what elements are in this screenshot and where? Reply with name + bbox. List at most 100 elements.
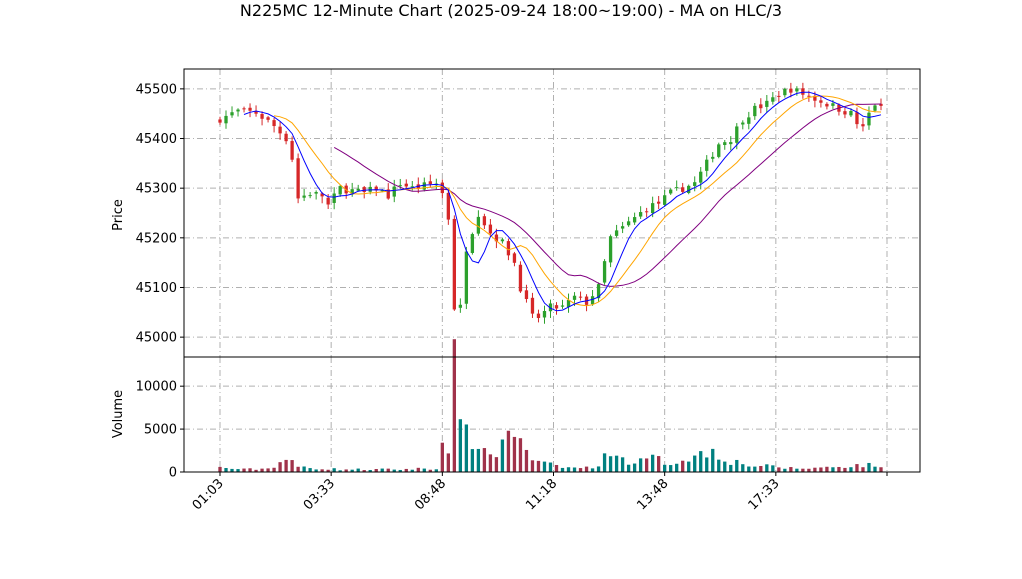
candle-body — [488, 224, 493, 234]
x-tick-label: 03:33 — [301, 476, 338, 513]
volume-bar — [218, 466, 222, 472]
candle-body — [717, 144, 721, 157]
candle-body — [879, 103, 883, 106]
volume-bar — [254, 469, 258, 472]
candle-body — [374, 186, 378, 191]
volume-bar — [789, 467, 793, 472]
candle-body — [302, 195, 306, 198]
candle-body — [711, 156, 715, 159]
volume-bar — [644, 458, 649, 472]
candle-body — [320, 193, 324, 197]
volume-bar — [663, 464, 667, 472]
candle-body — [494, 234, 499, 242]
volume-marks — [218, 339, 883, 472]
volume-bar — [392, 469, 396, 472]
volume-bar — [747, 466, 751, 472]
volume-y-tick-label: 10000 — [136, 380, 177, 395]
candle-body — [422, 182, 426, 190]
candle-body — [278, 126, 282, 134]
volume-panel-frame — [183, 356, 921, 473]
volume-bar — [711, 448, 715, 472]
volume-bar — [458, 419, 463, 472]
volume-bar — [308, 468, 312, 472]
candle-body — [650, 203, 655, 214]
candle-body — [729, 142, 733, 145]
volume-bar — [669, 465, 673, 472]
candle-body — [482, 216, 487, 226]
candle-body — [663, 195, 667, 205]
volume-bar — [470, 449, 475, 472]
volume-bar — [272, 467, 276, 472]
volume-bar — [416, 467, 420, 472]
volume-bar — [699, 451, 703, 472]
volume-bar — [807, 468, 811, 472]
volume-bar — [825, 466, 829, 472]
ma-mid-line — [274, 95, 882, 307]
candle-body — [446, 192, 450, 220]
volume-bar — [236, 469, 240, 472]
candle-body — [470, 234, 475, 253]
volume-bar — [290, 460, 294, 472]
candle-body — [699, 171, 703, 183]
volume-bar — [831, 467, 835, 472]
candle-body — [747, 117, 751, 124]
volume-bar — [320, 469, 324, 472]
volume-bar — [242, 468, 246, 472]
price-y-tick-label: 45500 — [136, 82, 177, 97]
candle-body — [500, 239, 505, 242]
volume-bar — [614, 455, 619, 472]
candle-body — [410, 186, 414, 188]
volume-bar — [741, 464, 745, 472]
candle-body — [362, 187, 366, 193]
candle-body — [813, 95, 817, 101]
candle-body — [735, 126, 739, 143]
candle-body — [843, 111, 847, 115]
volume-bar — [440, 442, 444, 472]
volume-bar — [723, 461, 727, 472]
candle-body — [849, 110, 853, 116]
volume-bar — [314, 469, 318, 472]
candle-body — [602, 261, 607, 283]
volume-bar — [620, 457, 625, 472]
candle-body — [578, 296, 583, 298]
candle-body — [626, 221, 631, 226]
volume-bar — [230, 468, 234, 472]
candle-body — [596, 284, 601, 299]
candle-body — [861, 124, 865, 127]
candle-body — [236, 109, 240, 112]
volume-bar — [356, 468, 360, 472]
candle-body — [386, 189, 390, 199]
candle-body — [290, 141, 294, 160]
candle-body — [452, 218, 457, 310]
volume-bar — [729, 464, 733, 472]
candle-body — [795, 88, 799, 92]
x-tick-label: 11:18 — [523, 476, 560, 513]
candle-body — [819, 100, 823, 103]
volume-bar — [284, 459, 288, 472]
candle-body — [705, 159, 709, 171]
volume-bar — [687, 461, 691, 472]
candle-body — [825, 103, 829, 107]
volume-bar — [260, 468, 264, 472]
candle-body — [614, 230, 619, 236]
volume-bar — [572, 467, 577, 472]
volume-bar — [518, 438, 523, 472]
candle-body — [428, 181, 432, 184]
candle-body — [296, 158, 300, 199]
volume-bar — [632, 463, 637, 472]
price-grid — [184, 69, 920, 357]
volume-bar — [488, 454, 493, 472]
volume-bar — [506, 430, 511, 472]
candle-body — [536, 313, 541, 319]
volume-bar — [344, 469, 348, 472]
volume-bar — [476, 448, 481, 472]
candle-body — [392, 186, 396, 197]
candle-body — [338, 186, 342, 195]
candle-body — [693, 182, 697, 186]
volume-bar — [867, 462, 871, 472]
candle-body — [548, 303, 553, 312]
candle-body — [518, 264, 523, 292]
price-axis-label: Price — [111, 199, 126, 231]
volume-bar — [368, 469, 372, 472]
